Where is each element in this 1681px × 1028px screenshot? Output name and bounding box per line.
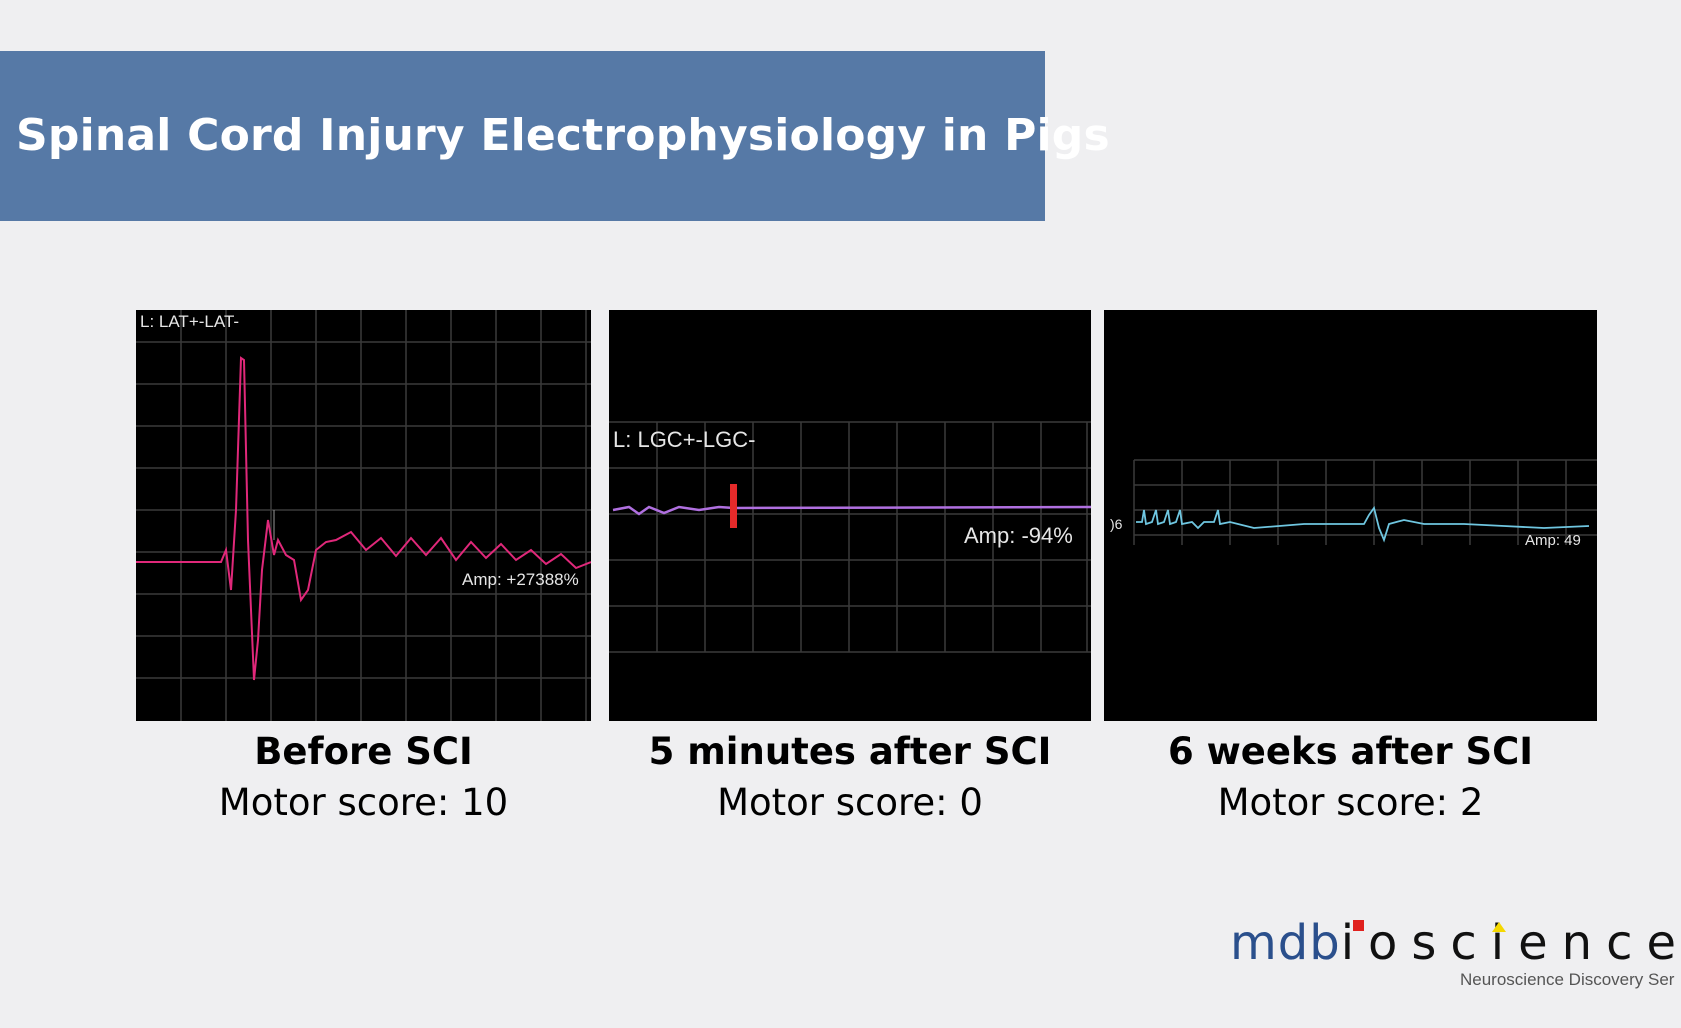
amplitude-label: Amp: +27388% [462,570,579,589]
title-banner [0,51,1045,221]
mdbioscience-logo: mdbioscience Neuroscience Discovery Ser [1230,915,1681,995]
logo-red-square-icon [1353,920,1364,931]
caption-title-6wk-after-sci: 6 weeks after SCI [1167,730,1534,773]
logo-tagline: Neuroscience Discovery Ser [1460,970,1675,989]
amplitude-label: Amp: 49 [1525,532,1581,549]
logo-yellow-triangle-icon [1492,922,1506,932]
trace-side-mark: )6 [1110,516,1123,532]
emg-trace-6wk-after-sci: )6 Amp: 49 [1110,459,1597,549]
emg-trace-5min-after-sci: L: LGC+-LGC- Amp: -94% [609,421,1091,653]
page-title: Spinal Cord Injury Electrophysiology in … [16,110,1110,161]
emg-panel-6wk-after-sci: )6 Amp: 49 [1104,310,1597,721]
logo-rest: ioscience [1340,915,1681,971]
trace-label: L: LGC+-LGC- [613,427,755,452]
amplitude-label: Amp: -94% [964,523,1073,548]
emg-trace-before-sci: L: LAT+-LAT- Amp: +27388% [136,310,591,721]
caption-score-before-sci: Motor score: 10 [218,781,509,824]
logo-prefix: mdb [1230,915,1341,971]
emg-panel-before-sci: L: LAT+-LAT- Amp: +27388% [136,310,591,721]
caption-score-5min-after-sci: Motor score: 0 [717,781,983,824]
caption-title-5min-after-sci: 5 minutes after SCI [648,730,1052,773]
emg-panel-5min-after-sci: L: LGC+-LGC- Amp: -94% [609,310,1091,721]
caption-title-before-sci: Before SCI [254,730,473,773]
trace-label: L: LAT+-LAT- [140,312,239,331]
caption-score-6wk-after-sci: Motor score: 2 [1217,781,1484,824]
